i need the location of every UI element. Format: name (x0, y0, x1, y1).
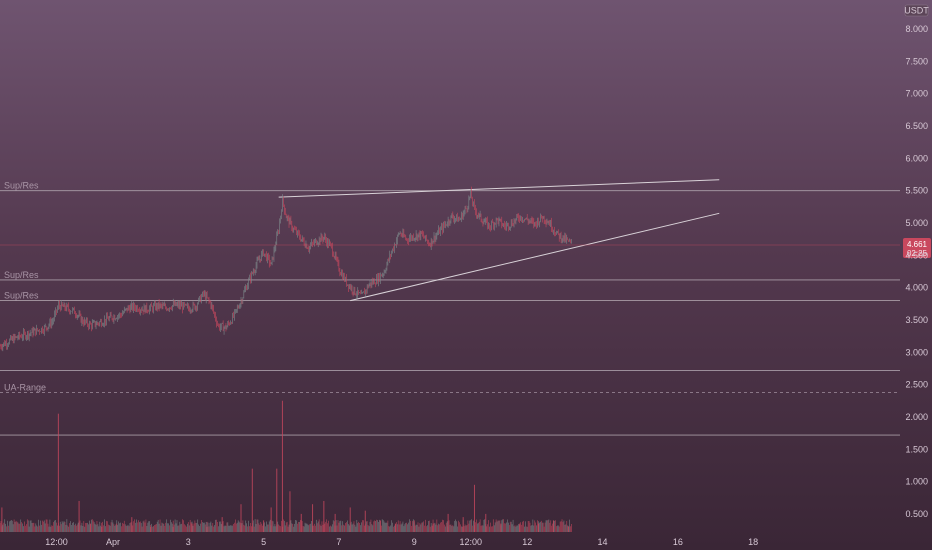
price-tick-label: 1.500 (905, 444, 928, 454)
level-label: Sup/Res (4, 270, 39, 280)
price-tick-label: 7.500 (905, 56, 928, 66)
last-price-badge (903, 237, 931, 258)
trendlines-layer (278, 179, 720, 302)
price-tick-label: 5.500 (905, 186, 928, 196)
time-tick-label: 3 (186, 537, 191, 547)
price-axis[interactable]: 8.000 7.500 7.000 6.500 6.000 5.500 5.000 4.500… (905, 24, 928, 519)
price-tick-label: 5.000 (905, 218, 928, 228)
time-tick-label: 9 (412, 537, 417, 547)
trendline (350, 212, 720, 302)
level-label: Sup/Res (4, 181, 39, 191)
time-tick-label: Apr (106, 537, 120, 547)
time-tick-label: 18 (748, 537, 758, 547)
price-tick-label: 4.000 (905, 283, 928, 293)
price-tick-label: 7.000 (905, 89, 928, 99)
time-tick-label: 5 (261, 537, 266, 547)
symbol-badge-layer: USDT (904, 4, 929, 17)
level-label: UA-Range (4, 382, 46, 392)
levels-layer: Sup/Res Sup/Res Sup/Res UA-Range (0, 181, 900, 436)
price-tick-label: 4.500 (905, 250, 928, 260)
price-tick-label: 3.500 (905, 315, 928, 325)
symbol-badge-text: USDT (904, 6, 929, 16)
time-axis[interactable]: 12:00 Apr 3 5 7 9 12:00 12 14 16 18 (45, 537, 758, 547)
candles-layer (0, 186, 572, 352)
trendline (278, 179, 720, 198)
time-tick-label: 12:00 (459, 537, 482, 547)
price-tick-label: 2.500 (905, 380, 928, 390)
symbol-badge (904, 4, 929, 17)
time-tick-label: 14 (598, 537, 608, 547)
price-tick-label: 1.000 (905, 477, 928, 487)
time-tick-label: 12:00 (45, 537, 68, 547)
price-tick-label: 8.000 (905, 24, 928, 34)
last-price-value: 4.661 (907, 240, 928, 249)
volume-layer (0, 400, 572, 532)
price-tick-label: 2.000 (905, 412, 928, 422)
time-tick-label: 12 (522, 537, 532, 547)
time-tick-label: 16 (673, 537, 683, 547)
price-tick-label: 0.500 (905, 509, 928, 519)
price-tick-label: 6.500 (905, 121, 928, 131)
price-tick-label: 6.000 (905, 153, 928, 163)
price-tick-label: 3.000 (905, 347, 928, 357)
level-label: Sup/Res (4, 291, 39, 301)
last-price-countdown: 02:25 (907, 249, 928, 258)
time-tick-label: 7 (336, 537, 341, 547)
